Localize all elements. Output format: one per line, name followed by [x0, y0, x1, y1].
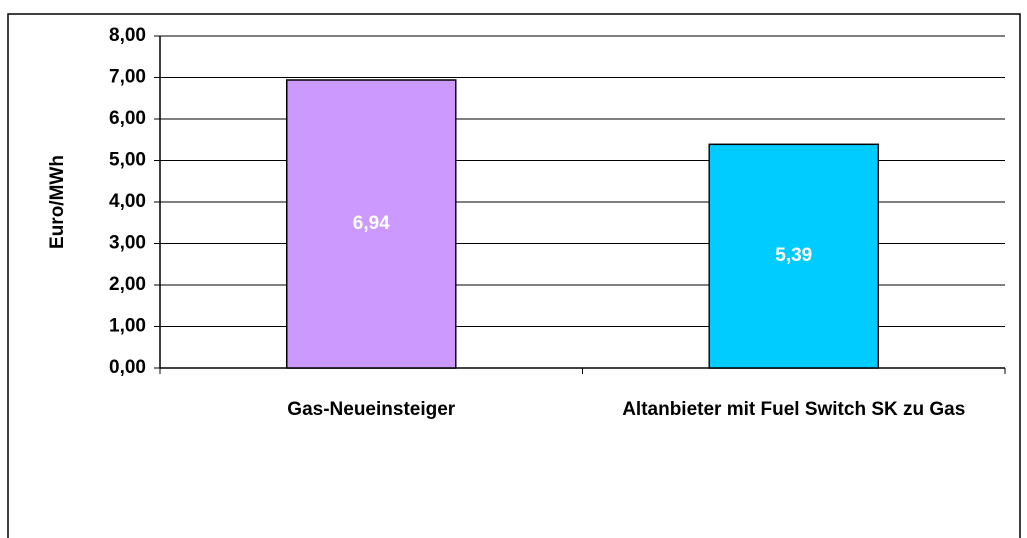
value-label: 5,39	[775, 245, 812, 266]
y-tick-label: 5,00	[109, 150, 146, 171]
chart-frame	[7, 13, 1021, 538]
y-tick-label: 4,00	[109, 191, 146, 212]
bar	[708, 143, 879, 369]
y-tick-label: 2,00	[109, 274, 146, 295]
y-tick-label: 7,00	[109, 67, 146, 88]
y-axis-label: Euro/MWh	[47, 155, 68, 249]
bar	[286, 79, 457, 369]
y-tick-label: 3,00	[109, 233, 146, 254]
value-label: 6,94	[353, 213, 390, 234]
y-tick-label: 1,00	[109, 316, 146, 337]
y-tick-label: 6,00	[109, 108, 146, 129]
y-tick-label: 8,00	[109, 25, 146, 46]
x-tick-label: Gas-Neueinsteiger	[287, 399, 456, 420]
y-tick-label: 0,00	[109, 357, 146, 378]
x-tick-label: Altanbieter mit Fuel Switch SK zu Gas	[622, 399, 966, 420]
